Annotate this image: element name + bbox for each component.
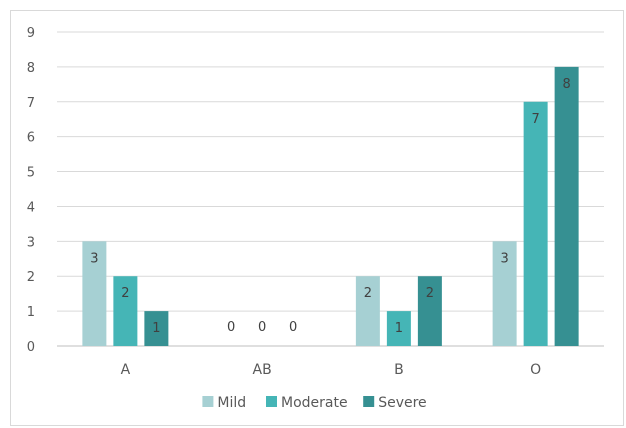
- legend-swatch-mild: [202, 396, 214, 407]
- data-label: 7: [531, 112, 539, 127]
- bar-severe-b: [417, 276, 442, 346]
- data-label: 1: [152, 321, 160, 336]
- bar-severe-a: [144, 311, 169, 346]
- legend-label-severe: Severe: [378, 395, 426, 411]
- legend-swatch-moderate: [266, 396, 277, 407]
- legend-label-mild: Mild: [217, 395, 246, 411]
- data-labels: 3 2 1 0 0 0 2 1 2 3 7 8: [90, 77, 571, 336]
- y-tick-label: 2: [27, 270, 35, 285]
- data-label: 3: [500, 251, 508, 266]
- bars: [82, 66, 579, 347]
- data-label: 2: [426, 286, 434, 301]
- bar-moderate-b: [386, 311, 411, 346]
- y-tick-label: 9: [27, 26, 35, 41]
- x-tick-label: A: [121, 362, 131, 378]
- legend-label-moderate: Moderate: [281, 395, 348, 411]
- data-label: 2: [121, 286, 129, 301]
- y-tick-label: 6: [27, 131, 35, 146]
- y-axis: 0 1 2 3 4 5 6 7 8 9: [27, 26, 35, 355]
- y-tick-label: 8: [27, 61, 35, 76]
- legend: Mild Moderate Severe: [202, 395, 427, 411]
- y-tick-label: 7: [27, 96, 35, 111]
- data-label: 8: [562, 77, 570, 92]
- x-tick-label: O: [530, 362, 541, 378]
- y-tick-label: 3: [27, 235, 35, 250]
- y-tick-label: 5: [27, 166, 35, 181]
- data-label: 1: [395, 321, 403, 336]
- bar-moderate-a: [113, 276, 138, 346]
- y-tick-label: 1: [27, 305, 35, 320]
- bar-moderate-o: [523, 101, 548, 347]
- y-tick-label: 0: [27, 340, 35, 355]
- x-tick-label: AB: [253, 362, 272, 378]
- data-label: 2: [364, 286, 372, 301]
- bar-mild-a: [82, 241, 107, 346]
- data-label: 0: [289, 320, 297, 335]
- bar-mild-o: [492, 241, 517, 346]
- bar-mild-b: [355, 276, 380, 346]
- data-label: 0: [258, 320, 266, 335]
- x-tick-label: B: [394, 362, 404, 378]
- y-tick-label: 4: [27, 200, 35, 215]
- gridlines: [57, 31, 604, 347]
- x-axis: A AB B O: [121, 362, 542, 378]
- data-label: 0: [227, 320, 235, 335]
- data-label: 3: [90, 251, 98, 266]
- legend-swatch-severe: [363, 396, 375, 407]
- bar-severe-o: [554, 66, 579, 346]
- chart-frame: [10, 10, 624, 426]
